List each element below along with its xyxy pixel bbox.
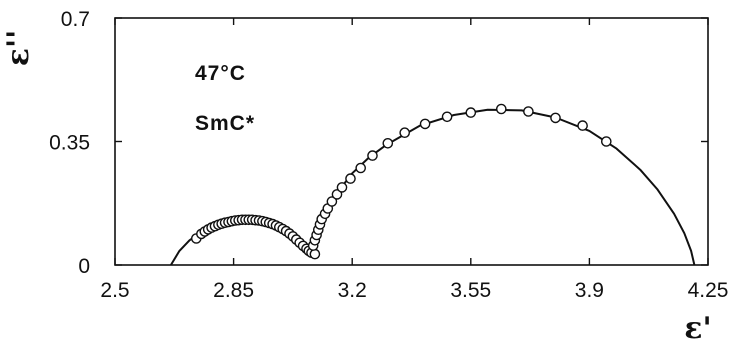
data-point (577, 120, 588, 131)
data-point (336, 182, 348, 193)
x-tick-label: 3.2 (338, 279, 367, 302)
y-tick-label: 0.35 (49, 132, 90, 155)
data-point (367, 150, 378, 161)
data-point (309, 248, 321, 260)
temperature-annotation: 47°C (195, 62, 246, 85)
data-point (419, 118, 431, 130)
data-point (523, 106, 534, 117)
y-tick-label: 0 (78, 255, 90, 278)
data-point (326, 196, 338, 207)
x-tick-label: 2.85 (213, 279, 254, 302)
phase-annotation: SmC* (195, 112, 255, 135)
x-axis-label: ε' (684, 311, 711, 345)
data-point (331, 189, 343, 200)
x-tick-label: 4.25 (688, 279, 729, 302)
data-point (550, 112, 561, 124)
data-point (345, 173, 356, 184)
x-tick-label: 2.5 (100, 279, 129, 302)
data-point (355, 162, 367, 174)
data-point (495, 103, 507, 115)
data-point (441, 111, 453, 123)
y-tick-label: 0.7 (61, 8, 90, 31)
data-point (601, 136, 612, 147)
data-point (465, 107, 477, 118)
data-point (399, 127, 411, 138)
x-tick-label: 3.9 (575, 279, 604, 302)
y-axis-label: ε'' (1, 30, 36, 67)
data-point (382, 137, 394, 149)
x-tick-label: 3.55 (450, 279, 491, 302)
